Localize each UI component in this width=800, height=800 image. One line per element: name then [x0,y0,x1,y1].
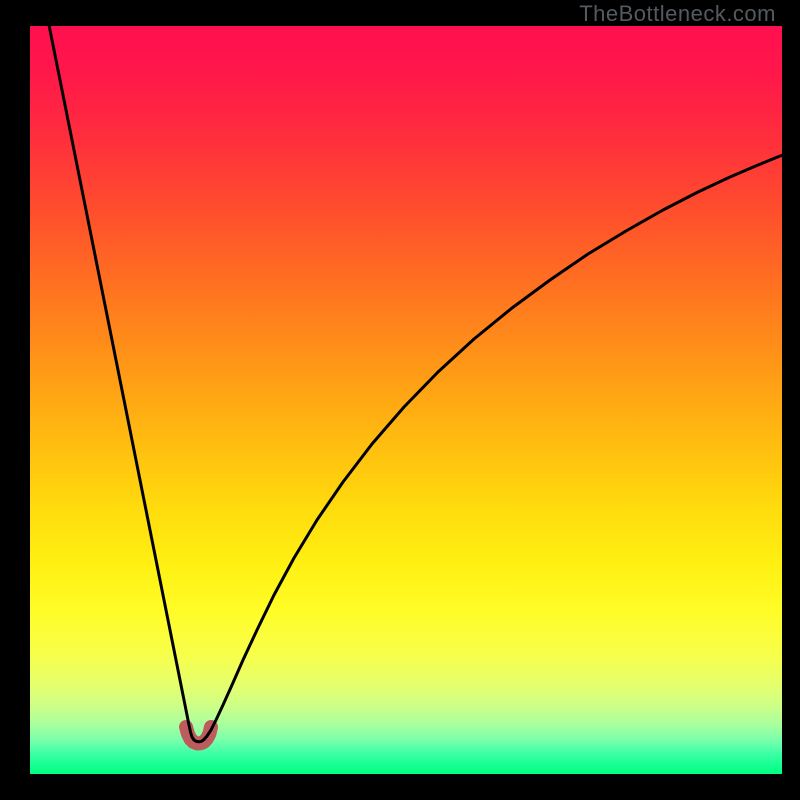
frame-right [782,0,800,800]
watermark-text: TheBottleneck.com [579,1,776,27]
chart-container: TheBottleneck.com [0,0,800,800]
bottleneck-curve [44,0,800,742]
frame-bottom [0,774,800,800]
chart-svg-layer [0,0,800,800]
frame-left [0,0,30,800]
